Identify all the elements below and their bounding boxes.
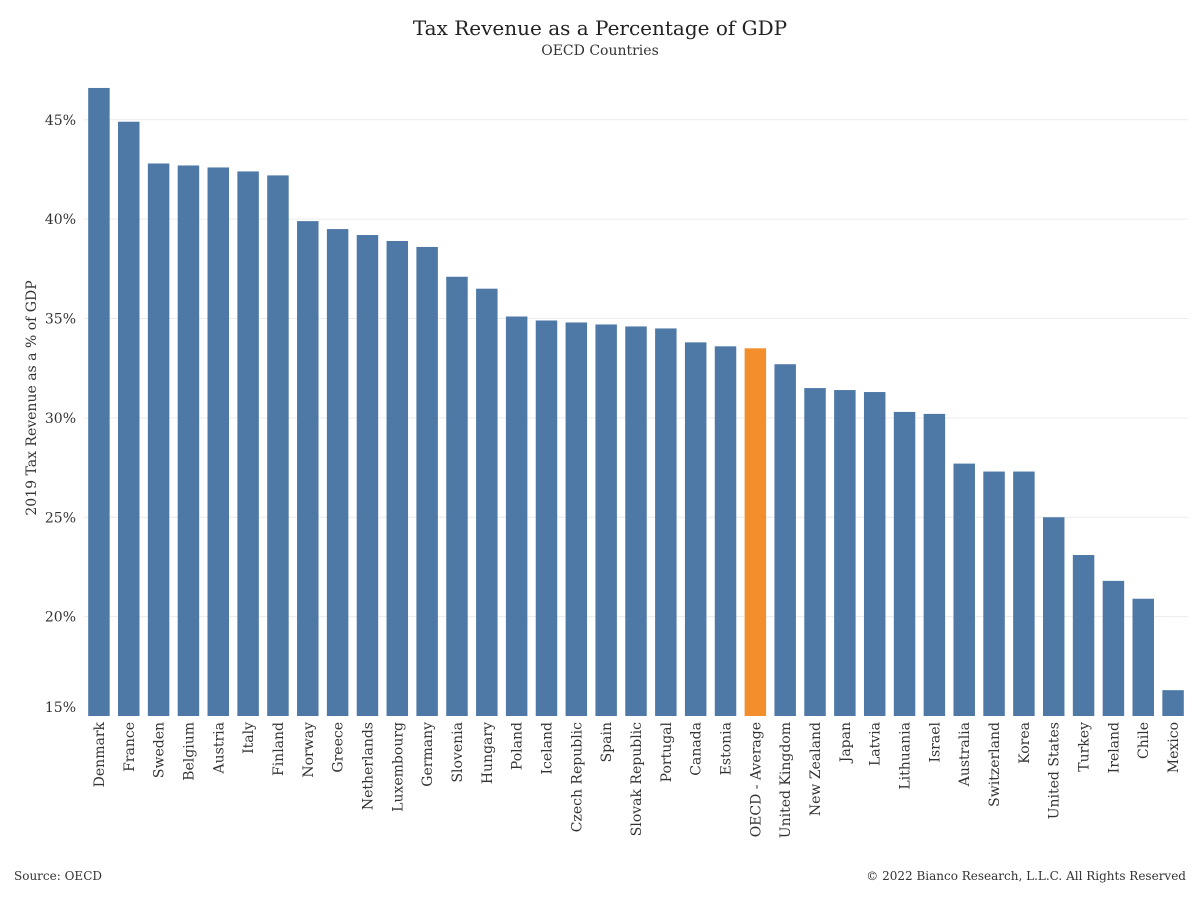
x-tick-label: France bbox=[122, 722, 138, 772]
y-tick-label: 35% bbox=[45, 312, 76, 328]
bar-turkey bbox=[1072, 555, 1095, 716]
x-tick-label: Italy bbox=[241, 722, 257, 754]
x-tick-label: Finland bbox=[271, 722, 287, 776]
x-tick-label: Slovak Republic bbox=[629, 722, 645, 836]
x-tick-label: Luxembourg bbox=[390, 722, 406, 812]
x-tick-label: New Zealand bbox=[808, 722, 824, 816]
x-tick-label: Canada bbox=[689, 722, 705, 776]
bar-estonia bbox=[714, 346, 737, 716]
x-tick-label: Austria bbox=[211, 722, 227, 774]
x-tick-label: Chile bbox=[1136, 722, 1152, 759]
bar-france bbox=[118, 121, 140, 717]
bar-netherlands bbox=[356, 235, 379, 716]
bar-iceland bbox=[535, 320, 558, 716]
y-tick-label: 45% bbox=[45, 113, 76, 129]
x-tick-label: Germany bbox=[420, 722, 436, 787]
bar-italy bbox=[237, 171, 259, 717]
bar-sweden bbox=[147, 163, 170, 717]
x-tick-label: Czech Republic bbox=[569, 722, 585, 832]
bar-hungary bbox=[476, 288, 498, 716]
bar-mexico bbox=[1162, 690, 1184, 716]
bar-denmark bbox=[88, 87, 110, 716]
x-tick-label: Slovenia bbox=[450, 722, 466, 783]
bar-lithuania bbox=[893, 411, 916, 716]
chart-subtitle: OECD Countries bbox=[541, 43, 659, 59]
copyright-note: © 2022 Bianco Research, L.L.C. All Right… bbox=[866, 869, 1186, 883]
bar-poland bbox=[505, 316, 528, 716]
bar-japan bbox=[834, 390, 856, 716]
x-tick-label: Korea bbox=[1017, 722, 1033, 764]
bar-slovak-republic bbox=[625, 326, 647, 716]
bar-united-kingdom bbox=[774, 364, 796, 716]
source-note: Source: OECD bbox=[14, 869, 102, 883]
y-tick-label: 15% bbox=[45, 700, 76, 716]
x-tick-label: Turkey bbox=[1077, 722, 1093, 772]
x-tick-label: Switzerland bbox=[987, 722, 1003, 807]
bar-ireland bbox=[1102, 580, 1125, 716]
bar-czech-republic bbox=[565, 322, 588, 716]
x-tick-label: Estonia bbox=[719, 722, 735, 775]
x-tick-label: Latvia bbox=[868, 722, 884, 766]
x-tick-label: Poland bbox=[510, 722, 526, 770]
x-tick-label: Australia bbox=[957, 722, 973, 787]
bar-canada bbox=[684, 342, 707, 716]
x-tick-label: Israel bbox=[927, 721, 943, 762]
x-tick-label: Hungary bbox=[480, 722, 496, 784]
bar-slovenia bbox=[446, 276, 468, 716]
x-tick-label: United States bbox=[1047, 722, 1063, 819]
bar-chile bbox=[1132, 598, 1154, 716]
bar-finland bbox=[267, 175, 289, 716]
y-tick-label: 30% bbox=[45, 411, 76, 427]
x-tick-label: Greece bbox=[331, 722, 347, 773]
chart-title: Tax Revenue as a Percentage of GDP bbox=[412, 16, 788, 40]
bar-belgium bbox=[177, 165, 200, 716]
x-tick-label: OECD - Average bbox=[748, 722, 764, 837]
x-tick-label: United Kingdom bbox=[778, 722, 794, 838]
bar-switzerland bbox=[983, 471, 1005, 716]
bar-luxembourg bbox=[386, 240, 409, 717]
bar-greece bbox=[326, 229, 349, 716]
bar-korea bbox=[1013, 471, 1035, 716]
y-tick-label: 40% bbox=[45, 212, 76, 228]
bar-australia bbox=[953, 463, 975, 716]
x-tick-label: Portugal bbox=[659, 721, 675, 782]
bar-spain bbox=[595, 324, 617, 716]
bar-austria bbox=[207, 167, 230, 716]
x-tick-label: Ireland bbox=[1106, 722, 1122, 773]
bar-norway bbox=[297, 221, 319, 717]
y-tick-label: 25% bbox=[45, 510, 76, 526]
x-tick-label: Sweden bbox=[152, 722, 168, 778]
bar-germany bbox=[416, 246, 438, 716]
bar-new-zealand bbox=[804, 388, 826, 716]
x-tick-label: Lithuania bbox=[898, 722, 914, 790]
y-tick-label: 20% bbox=[45, 610, 76, 626]
x-tick-label: Spain bbox=[599, 722, 615, 762]
x-tick-label: Japan bbox=[838, 722, 854, 764]
x-tick-label: Netherlands bbox=[360, 722, 376, 810]
x-tick-label: Iceland bbox=[539, 722, 555, 774]
bar-oecd-average bbox=[744, 348, 767, 716]
bar-united-states bbox=[1042, 517, 1065, 716]
x-tick-label: Belgium bbox=[181, 722, 197, 781]
bar-israel bbox=[923, 413, 946, 716]
y-axis-title: 2019 Tax Revenue as a % of GDP bbox=[24, 280, 40, 515]
x-tick-label: Mexico bbox=[1166, 722, 1182, 773]
bar-latvia bbox=[863, 392, 886, 716]
x-tick-label: Norway bbox=[301, 722, 317, 778]
x-tick-label: Denmark bbox=[92, 721, 108, 787]
bar-portugal bbox=[655, 328, 677, 716]
